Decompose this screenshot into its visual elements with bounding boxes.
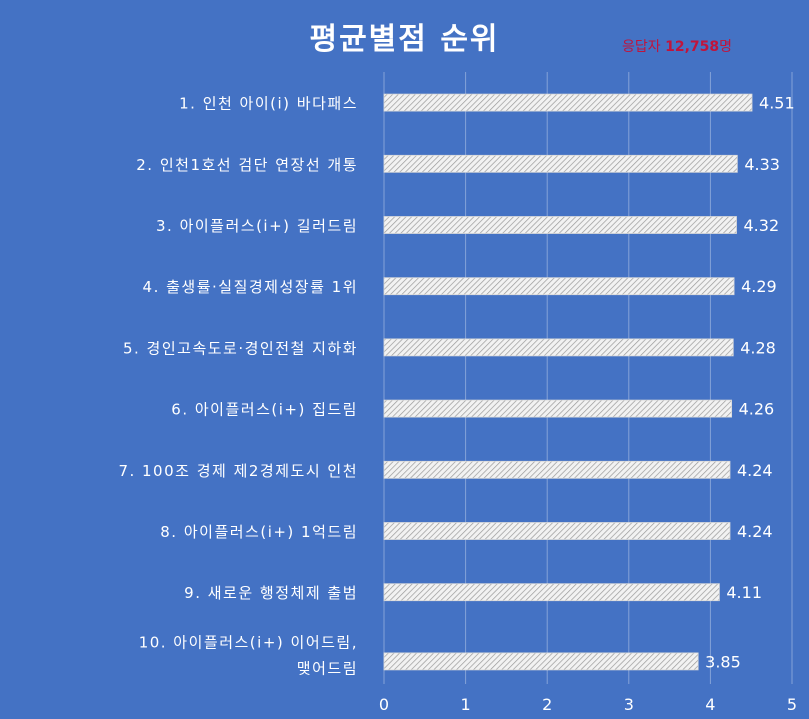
bar: [383, 652, 699, 671]
respondent-count: 응답자 12,758명: [622, 36, 732, 56]
data-label: 4.24: [737, 522, 773, 541]
bar: [383, 460, 731, 479]
data-label: 4.33: [744, 155, 780, 174]
category-label: 9. 새로운 행정체제 출범: [184, 584, 358, 602]
category-label: 6. 아이플러스(i+) 집드림: [171, 401, 358, 419]
value-labels: 4.51 4.33 4.32 4.29 4.28 4.26 4.24 4.24 4.11 3.85: [705, 94, 794, 672]
chart-title: 평균별점 순위: [309, 22, 500, 57]
x-tick-label: 0: [379, 695, 389, 714]
data-label: 3.85: [705, 652, 741, 671]
x-tick-label: 3: [624, 695, 634, 714]
x-tick-label: 5: [787, 695, 797, 714]
category-label: 5. 경인고속도로·경인전철 지하화: [123, 339, 358, 357]
bar: [383, 93, 753, 112]
bar: [383, 154, 738, 173]
bar: [383, 277, 735, 296]
bars-group: [383, 93, 753, 671]
data-label: 4.26: [739, 400, 775, 419]
data-label: 4.24: [737, 461, 773, 480]
category-label: 1. 인천 아이(i) 바다패스: [179, 95, 358, 113]
bar: [383, 216, 737, 234]
bar: [383, 399, 733, 418]
respondent-suffix: 명: [719, 39, 733, 55]
data-label: 4.29: [741, 277, 777, 296]
category-label: 맺어드림: [297, 659, 358, 677]
bar: [383, 338, 734, 357]
respondent-number: 12,758: [665, 39, 720, 55]
bar: [383, 583, 720, 602]
x-tick-labels: 0 1 2 3 4 5: [379, 695, 797, 714]
category-labels: 1. 인천 아이(i) 바다패스 2. 인천1호선 검단 연장선 개통 3. 아이플…: [118, 95, 358, 678]
category-label: 7. 100조 경제 제2경제도시 인천: [118, 462, 358, 480]
category-label: 2. 인천1호선 검단 연장선 개통: [136, 156, 358, 174]
x-tick-label: 1: [461, 695, 471, 714]
category-label: 3. 아이플러스(i+) 길러드림: [156, 217, 358, 235]
category-label: 10. 아이플러스(i+) 이어드림,: [139, 633, 358, 651]
data-label: 4.28: [740, 338, 776, 357]
category-label: 4. 출생률·실질경제성장률 1위: [143, 278, 358, 296]
data-label: 4.51: [759, 94, 795, 113]
category-label: 8. 아이플러스(i+) 1억드림: [160, 523, 358, 541]
data-label: 4.11: [726, 583, 762, 602]
bar: [383, 522, 731, 540]
respondent-prefix: 응답자: [622, 39, 666, 55]
x-tick-label: 4: [705, 695, 715, 714]
x-tick-label: 2: [542, 695, 552, 714]
data-label: 4.32: [744, 216, 780, 235]
grid-lines: [383, 72, 793, 684]
